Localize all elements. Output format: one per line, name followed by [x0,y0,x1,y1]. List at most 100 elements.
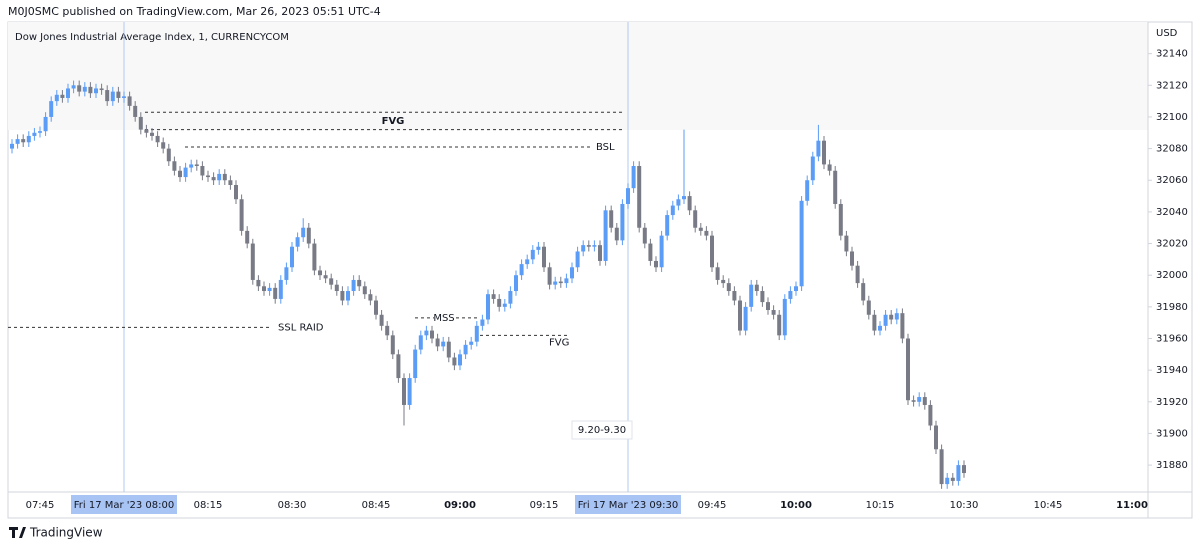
candle-body [945,477,950,485]
candle-body [77,85,82,92]
chart-title: Dow Jones Industrial Average Index, 1, C… [15,32,289,43]
candle-body [794,286,798,292]
candle-body [704,230,709,236]
x-tick-label: 08:15 [194,500,223,511]
candle-body [278,279,283,299]
candle-body [144,129,149,133]
candle-body [49,101,54,117]
candle-body [631,166,636,189]
candle-body [38,131,42,133]
candle-body [614,227,619,241]
candle-body [178,170,182,178]
candle-body [10,143,14,149]
candle-body [844,235,849,252]
candle-body [575,251,580,268]
candle-body [172,161,177,171]
y-tick-label: 32060 [1156,175,1188,186]
candle-body [110,91,115,102]
candle-body [592,245,597,247]
x-tick-label: 11:00 [1116,500,1148,511]
candle-body [525,259,530,265]
candle-body [351,279,356,292]
crosshair-label: Fri 17 Mar '23 08:00 [74,500,175,511]
x-tick-label: 09:15 [530,500,559,511]
candle-body [883,314,888,326]
candle-body [542,246,546,268]
y-tick-label: 32080 [1156,144,1188,155]
candle-body [334,284,339,292]
candle-body [133,105,138,117]
candle-body [642,227,647,244]
candle-body [301,227,306,238]
candle-body [340,291,345,301]
candle-body [82,86,87,92]
candle-body [239,199,244,231]
candle-body [329,278,334,285]
candle-body [379,314,384,326]
candle-body [586,245,591,247]
candle-body [754,284,759,292]
candle-body [183,167,188,178]
candle-body [71,85,76,89]
candle-body [743,306,748,331]
logo: TradingView [9,526,103,540]
candle-body [60,94,65,98]
candle-body [620,203,625,241]
candle-body [486,294,490,320]
candle-body [222,173,227,181]
candle-body [250,243,255,280]
candle-body [917,397,922,402]
drawing-label: FVG [549,337,569,348]
candle-body [138,116,143,130]
drawing-label: SSL RAID [278,322,324,333]
y-tick-label: 31980 [1156,302,1188,313]
candle-body [256,279,261,287]
candle-body [267,287,272,292]
candle-body [861,283,866,301]
candle-body [323,275,328,279]
candle-body [88,86,93,94]
candle-body [833,170,838,204]
session-label-bg [571,420,633,440]
candle-body [950,477,955,481]
candle-body [777,314,782,336]
candle-body [435,338,440,347]
candle-body [928,404,933,426]
candle-body [934,425,938,450]
candle-body [637,166,642,228]
candle-body [458,354,462,366]
candle-body [939,449,944,485]
candle-body [766,302,770,311]
candle-body [726,283,731,292]
candle-body [211,177,216,181]
candle-body [357,279,362,287]
session-label: 9.20-9.30 [578,425,626,436]
candle-body [693,210,698,228]
candle-body [850,251,854,266]
candle-body [855,265,860,284]
x-tick-label: 09:00 [444,500,476,511]
candle-body [508,291,513,304]
candle-body [116,91,121,98]
x-tick-label: 10:00 [780,500,812,511]
candle-body [245,230,250,244]
candle-body [816,140,821,157]
y-tick-label: 31940 [1156,365,1188,376]
candle-body [413,349,418,379]
candle-body [715,267,720,280]
candle-body [312,243,317,271]
candle-body [21,139,26,143]
x-tick-label: 07:45 [26,500,55,511]
candle-body [698,227,703,231]
currency: USD [1156,28,1178,39]
candle-body [200,166,205,176]
candle-body [922,397,927,405]
candle-body [206,175,210,178]
candle-body [362,286,367,295]
x-tick-label: 08:30 [278,500,307,511]
candle-body [788,291,793,299]
candle-body [424,330,429,336]
candle-body [284,267,289,280]
candle-body [474,325,479,342]
